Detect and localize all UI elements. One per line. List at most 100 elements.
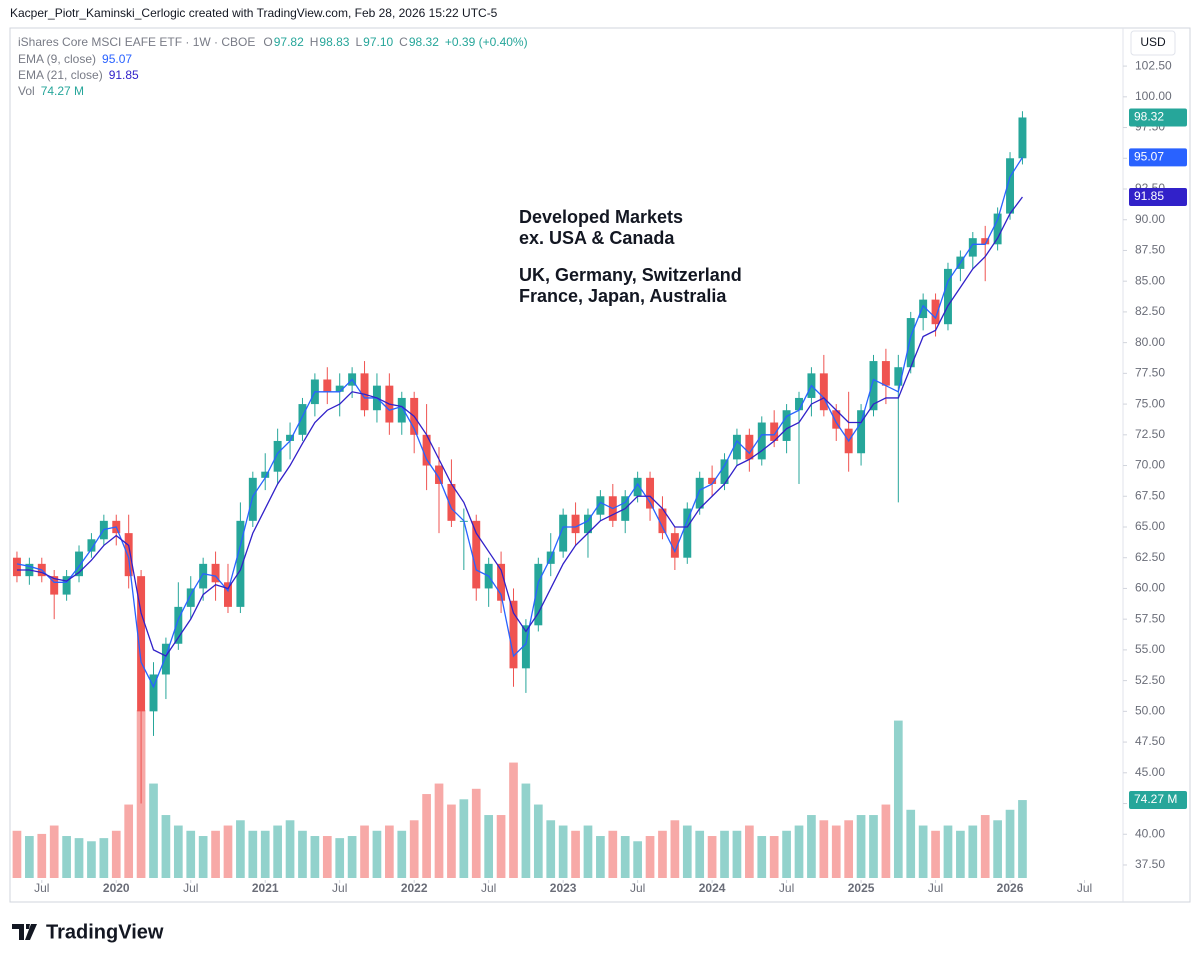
ohlc-value: 97.10 [363,35,393,49]
candle-body [993,213,1002,245]
y-tick-label: 75.00 [1135,396,1165,410]
candle-body [782,410,791,441]
candle-body [199,563,208,589]
volume-bar [682,825,692,878]
volume-bar [521,783,531,878]
candle-body [87,539,96,552]
annotation: France, Japan, Australia [519,286,727,306]
volume-bar [906,809,916,878]
candle-body [670,533,679,558]
candle-body [472,520,481,589]
candle-body [360,373,369,411]
candle-body [137,576,146,712]
y-tick-label: 72.50 [1135,427,1165,441]
volume-bar [149,783,158,878]
volume-bar [745,825,754,878]
price-label-bg [1129,187,1187,206]
volume-bar [695,830,705,878]
candle-body [943,268,952,325]
candle-body [286,434,295,441]
candle-body [224,582,232,607]
y-tick-label: 37.50 [1135,857,1165,871]
candle-body [521,625,530,669]
candle-body [695,477,704,509]
volume-bar [211,830,220,878]
candle-body [447,483,456,521]
candle-body [931,299,940,325]
volume-bar [422,794,431,878]
candle-body [211,563,220,583]
logo-mark [12,924,37,940]
volume-bar [707,836,717,878]
candle-body [633,477,642,497]
volume-bar [645,836,655,878]
volume-bar [583,825,593,878]
x-tick-label: Jul [1077,881,1092,895]
x-tick-label: 2024 [699,881,726,895]
volume-bar [360,825,369,878]
volume-bar [298,830,307,878]
candle-body [981,238,990,245]
volume-bar [434,783,444,878]
plot [12,111,1027,878]
x-tick-label: Jul [183,881,198,895]
ohlc-key: H [310,35,319,49]
candle-body [745,434,754,460]
y-tick-label: 60.00 [1135,581,1165,595]
currency[interactable]: USD [1140,35,1166,49]
y-tick-label: 85.00 [1135,273,1165,287]
volume-bar [931,830,940,878]
y-tick-label: 55.00 [1135,642,1165,656]
volume-bar [509,762,518,878]
candle-body [50,576,59,595]
candle-body [683,508,692,558]
candle-body [894,367,903,386]
price-label: 95.07 [1134,150,1164,164]
volume-bar [533,804,543,878]
volume-bar [459,799,469,878]
volume-bar [968,825,978,878]
volume-bar [87,841,96,878]
ohlc-key: O [263,35,272,49]
volume-bar [869,815,878,878]
candle-body [906,318,915,368]
candle-body [770,422,779,441]
volume-bar [856,815,866,878]
candle-body [298,404,307,435]
legend-value: 91.85 [109,68,139,82]
x-tick-label: 2023 [550,881,577,895]
volume-bar [285,820,295,878]
price-label-bg [1129,148,1187,167]
series-title: iShares Core MSCI EAFE ETF · 1W · CBOE [18,35,255,49]
candle-body [832,410,841,429]
volume-bar [484,815,494,878]
legend: iShares Core MSCI EAFE ETF · 1W · CBOE O 9… [18,35,528,98]
price-label-bg [1129,791,1187,810]
volume-bar [322,836,332,878]
volume-bar [198,836,208,878]
volume-bar [633,841,642,878]
candle-body [509,600,518,669]
volume-bar [558,825,568,878]
x-tick-label: Jul [630,881,645,895]
candle-body [757,422,766,460]
annotation: Developed Markets [519,207,683,227]
x-tick-label: 2020 [103,881,130,895]
y-tick-label: 62.50 [1135,550,1165,564]
volume-bar [844,820,854,878]
volume-bar [347,836,357,878]
volume-bar [223,825,233,878]
candle-body [1018,117,1027,159]
candle-body [149,674,158,712]
y-tick-label: 45.00 [1135,765,1165,779]
candle-body [919,299,928,319]
price-label: 91.85 [1134,189,1164,203]
candle-body [435,465,443,484]
volume-bar [25,836,34,878]
volume-bar [608,830,618,878]
candle-body [968,238,977,257]
price-label: 98.32 [1134,110,1164,124]
y-tick-label: 100.00 [1135,89,1172,103]
volume-bar [99,838,109,878]
currency-button[interactable] [1130,30,1176,56]
